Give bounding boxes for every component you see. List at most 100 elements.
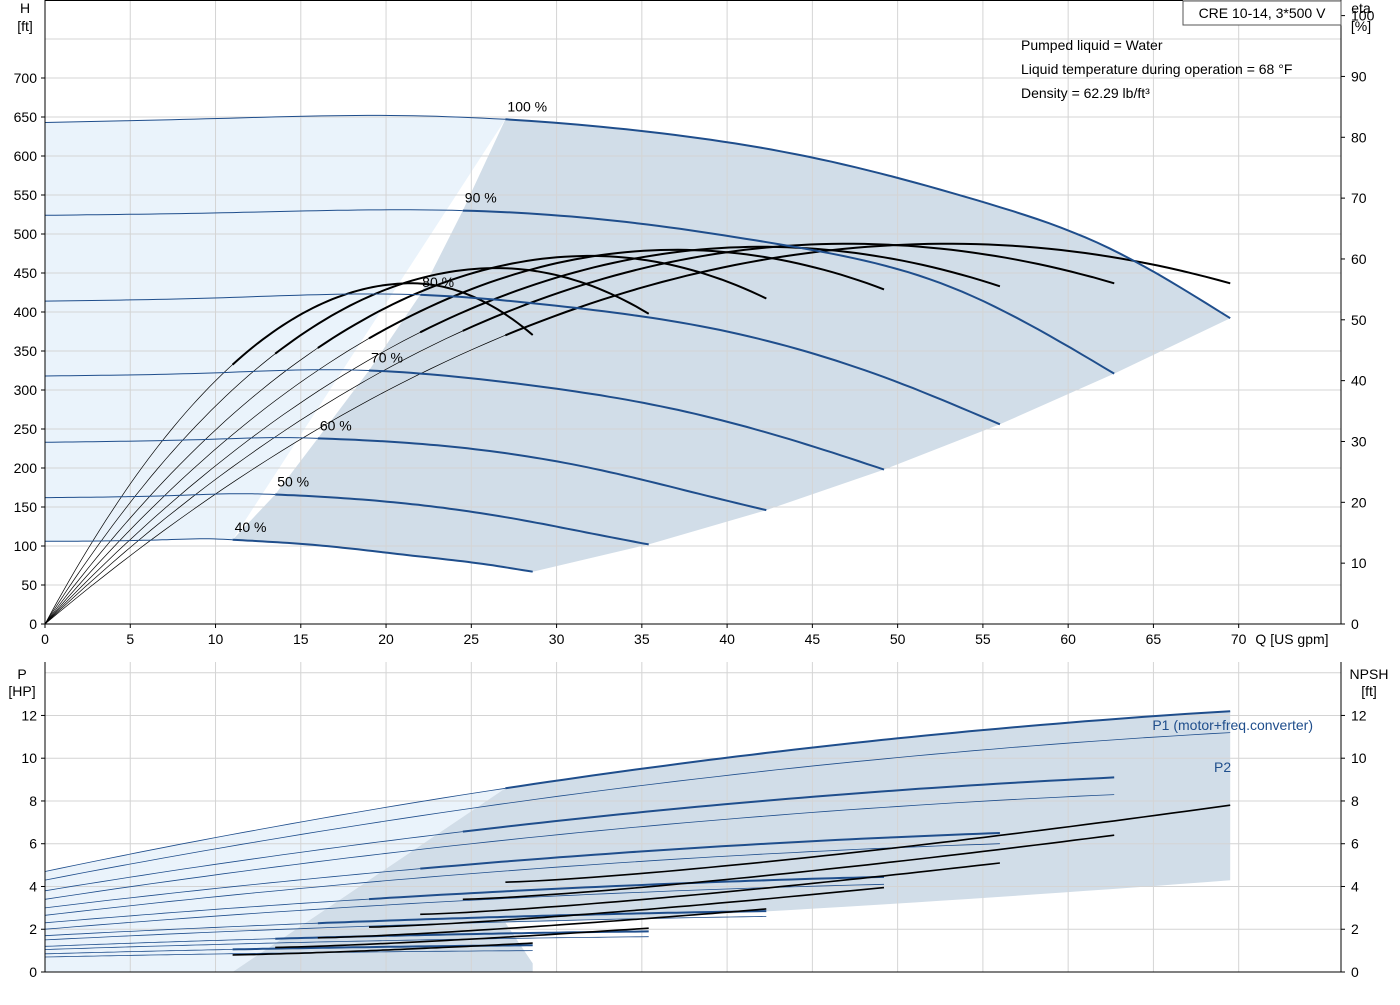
y-tick-label: 10 [21,750,37,766]
x-tick-label: 20 [378,631,394,647]
head-curve [232,538,533,573]
head-curve [505,118,1231,320]
y2-tick-label: 0 [1351,964,1359,980]
y-tick-label: 50 [21,577,37,593]
y2-axis-title-top: eta [1351,0,1371,16]
y2-tick-label: 0 [1351,616,1359,632]
head-curve-low-flow [44,114,506,123]
x-tick-label: 70 [1231,631,1247,647]
p1-curve-low-flow [44,949,233,955]
efficiency-curve [419,245,1001,334]
p1-curve-low-flow [44,831,463,892]
x-tick-label: 45 [805,631,821,647]
y-axis-unit-bottom: [HP] [8,683,35,699]
y2-tick-label: 70 [1351,190,1367,206]
p1-curve [317,910,767,925]
y2-tick-label: 12 [1351,707,1367,723]
y-tick-label: 4 [29,878,37,894]
operating-envelope-bottom [232,711,1231,972]
y-tick-label: 500 [14,226,38,242]
y2-tick-label: 8 [1351,793,1359,809]
y2-tick-label: 30 [1351,433,1367,449]
x-tick-label: 5 [126,631,134,647]
p2-curve [44,843,1000,916]
head-efficiency-panel: 100 %90 %80 %70 %60 %50 %40 %05010015020… [14,0,1375,647]
y2-tick-label: 4 [1351,878,1359,894]
npsh-curve [368,886,885,928]
y-tick-label: 550 [14,187,38,203]
efficiency-curve [317,254,767,349]
x-tick-label: 0 [41,631,49,647]
x-tick-label: 60 [1060,631,1076,647]
y-tick-label: 12 [21,707,37,723]
head-curve [275,493,649,546]
operating-envelope [232,119,1231,572]
head-curve [317,437,767,512]
p1-curve-low-flow [44,922,318,937]
y2-tick-label: 10 [1351,555,1367,571]
y2-axis-unit-bottom: [ft] [1361,683,1377,699]
p1-curve [420,832,1000,870]
x-tick-label: 55 [975,631,991,647]
low-flow-region-bottom [45,788,506,972]
x-tick-label: 65 [1146,631,1162,647]
y-axis-title-bottom: P [17,666,26,682]
speed-label: 70 % [371,350,403,366]
x-tick-label: 10 [208,631,224,647]
y2-tick-label: 90 [1351,68,1367,84]
y-tick-label: 250 [14,421,38,437]
speed-label: 100 % [507,98,547,114]
y2-tick-label: 50 [1351,312,1367,328]
y2-tick-label: 2 [1351,921,1359,937]
x-axis-title: Q [US gpm] [1255,631,1328,647]
head-curve-low-flow [44,369,370,377]
y2-tick-label: 10 [1351,750,1367,766]
y2-tick-label: 60 [1351,251,1367,267]
p1-curve-low-flow [44,868,421,909]
efficiency-curve [505,242,1231,337]
y2-tick-label: 40 [1351,373,1367,389]
npsh-curve [462,834,1115,901]
y-axis-unit-top: [ft] [17,18,33,34]
y2-tick-label: 20 [1351,494,1367,510]
y-tick-label: 700 [14,70,38,86]
head-curve-low-flow [45,538,233,542]
npsh-curve [317,908,767,939]
head-curve [368,369,885,471]
x-tick-label: 40 [719,631,735,647]
y2-tick-label: 6 [1351,836,1359,852]
speed-label: 60 % [320,417,352,433]
y-tick-label: 450 [14,265,38,281]
efficiency-curve [274,267,650,355]
efficiency-curve [231,282,534,366]
y-tick-label: 2 [29,921,37,937]
y-tick-label: 0 [29,964,37,980]
y-tick-label: 100 [14,538,38,554]
x-tick-label: 15 [293,631,309,647]
p2-curve [44,883,885,930]
y-tick-label: 300 [14,382,38,398]
p1-curve [462,776,1115,833]
annotation-density: Density = 62.29 lb/ft³ [1021,85,1150,101]
y-tick-label: 200 [14,460,38,476]
speed-label: 40 % [235,519,267,535]
model-label: CRE 10-14, 3*500 V [1199,5,1327,21]
y-tick-label: 6 [29,836,37,852]
annotation-temperature: Liquid temperature during operation = 68… [1021,61,1292,77]
y-tick-label: 400 [14,304,38,320]
head-curve-low-flow [44,437,318,443]
y2-axis-title-bottom: NPSH [1350,666,1389,682]
y-tick-label: 0 [29,616,37,632]
head-curve-low-flow [44,293,421,302]
head-curve-low-flow [44,209,463,216]
head-curve-low-flow [45,493,276,499]
speed-label: 90 % [465,190,497,206]
npsh-curve [505,804,1231,883]
y-tick-label: 650 [14,109,38,125]
y-tick-label: 350 [14,343,38,359]
p1-curve-low-flow [44,898,370,924]
speed-label: 80 % [422,274,454,290]
p1-curve [368,875,885,901]
